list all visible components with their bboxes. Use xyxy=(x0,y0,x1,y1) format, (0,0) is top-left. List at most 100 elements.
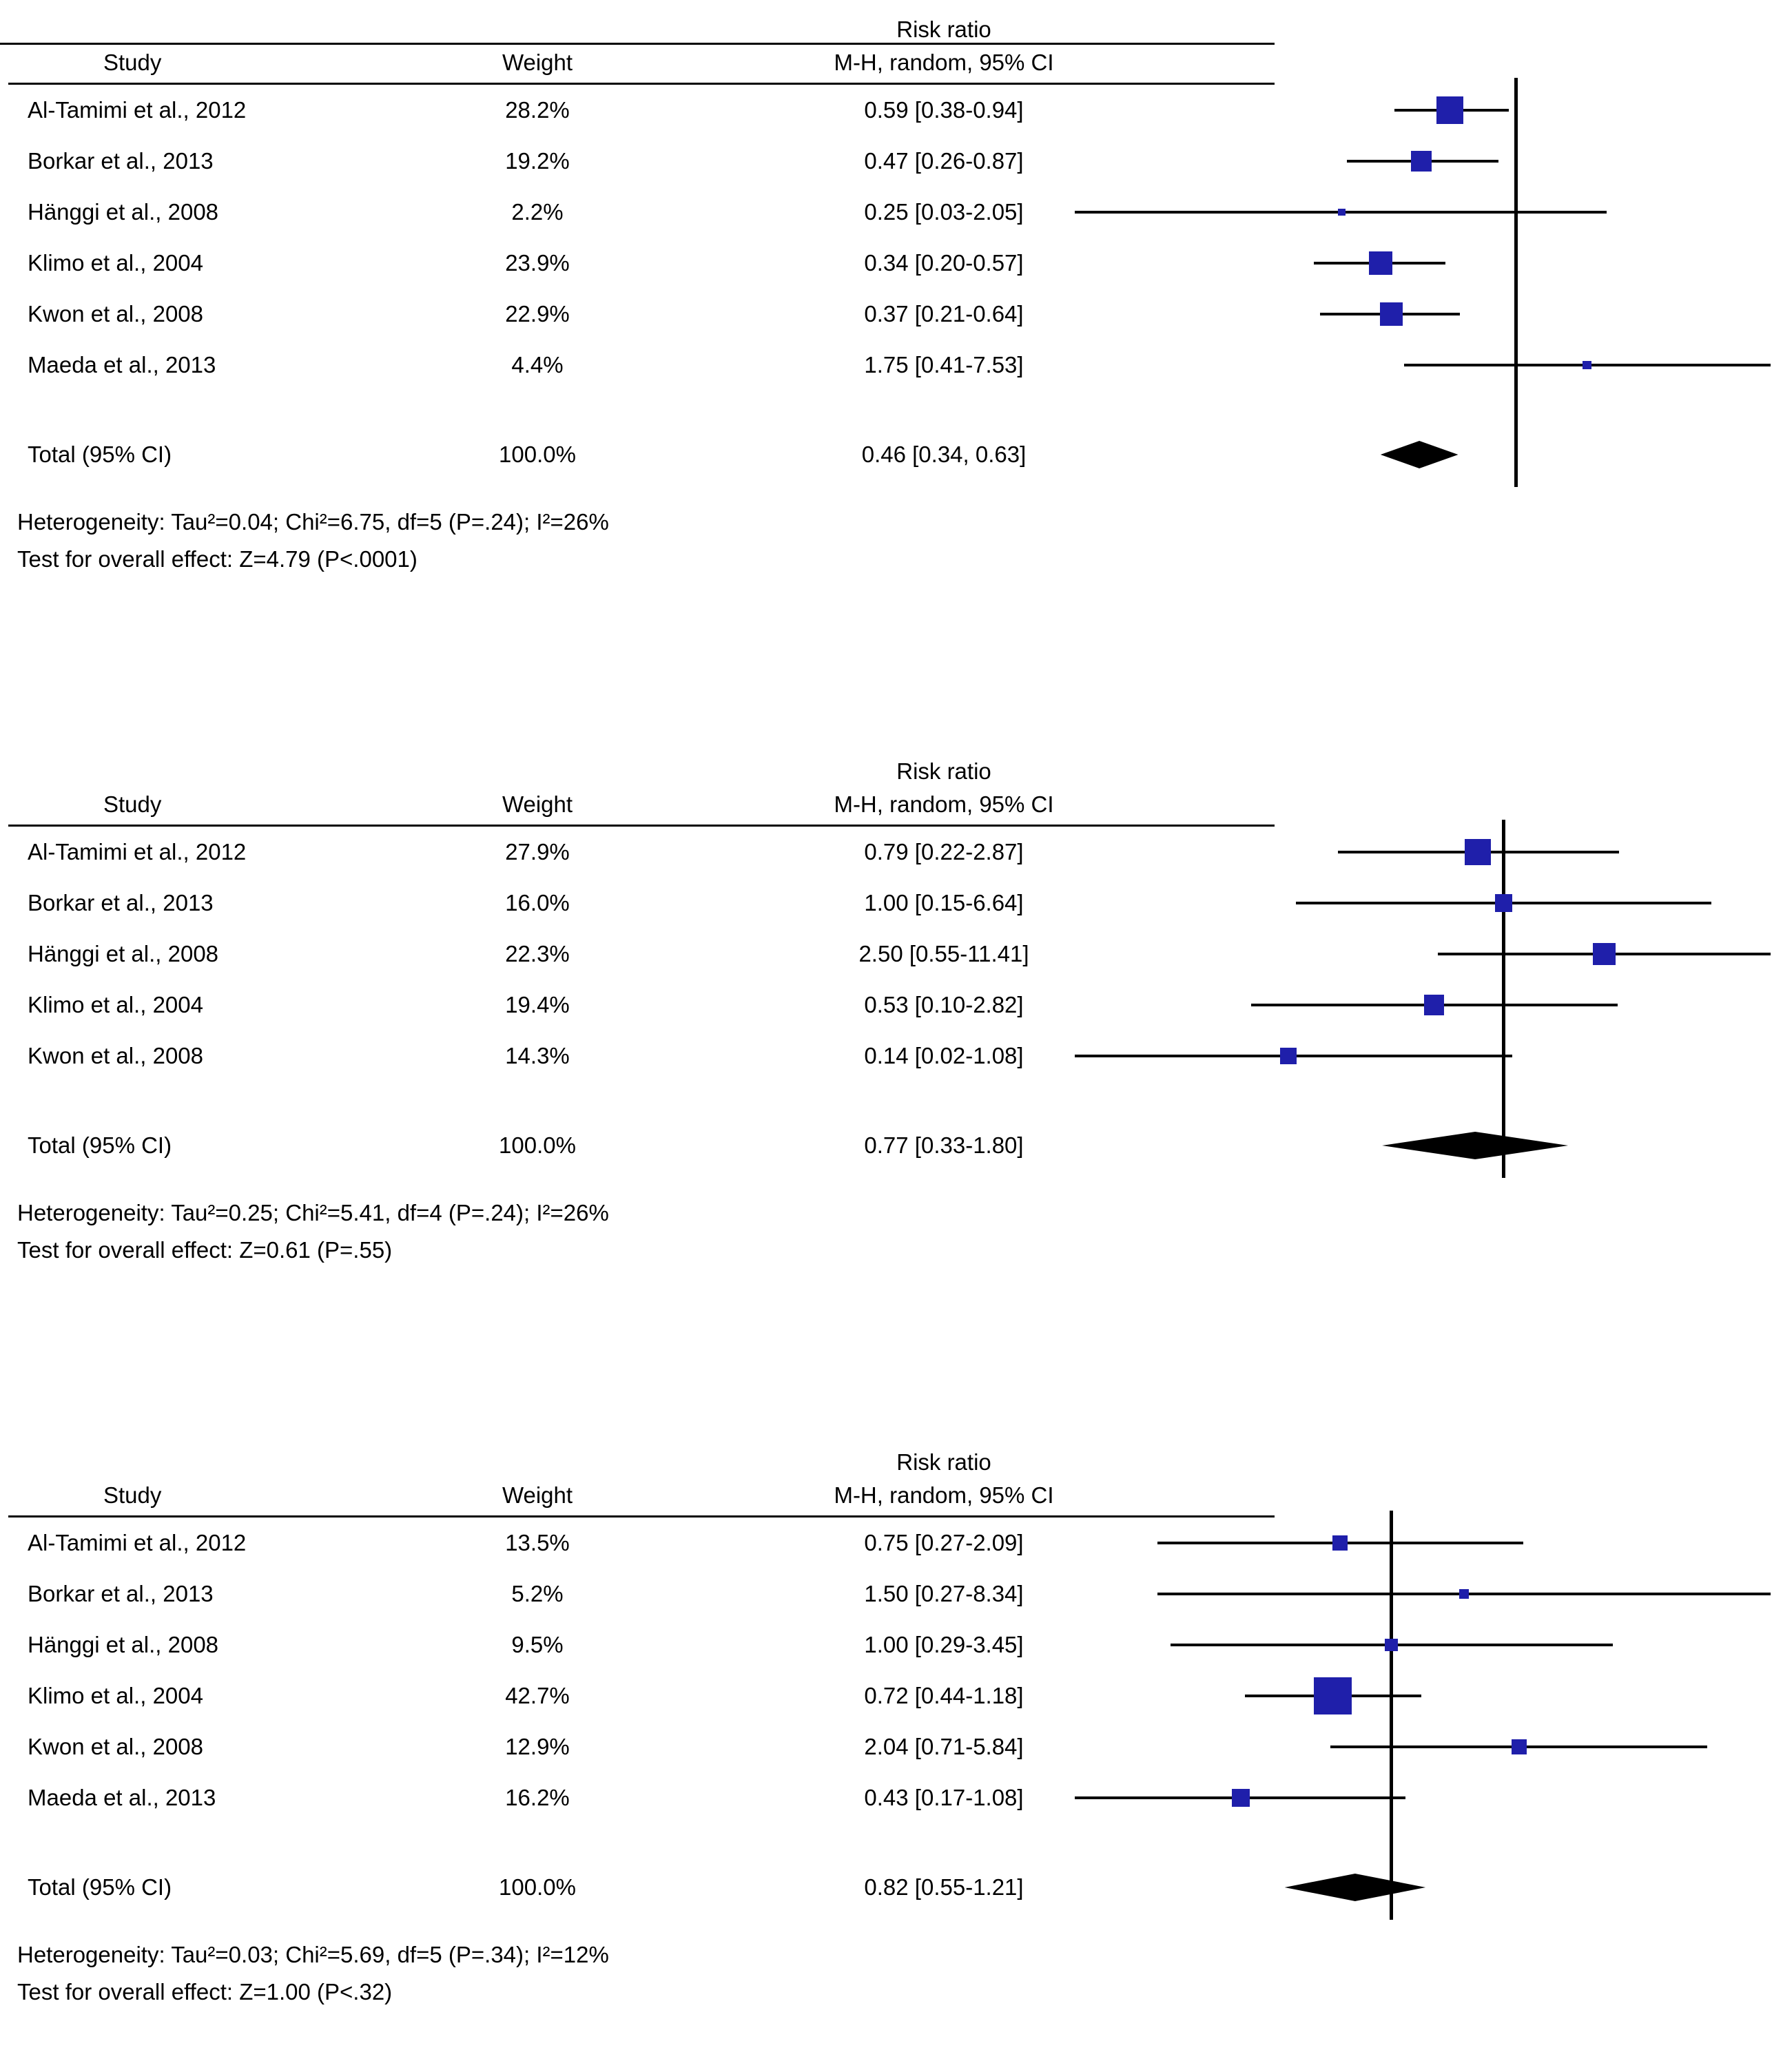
study-row: Klimo et al., 2004 42.7% 0.72 [0.44-1.18] xyxy=(0,1670,1783,1721)
forest-panel-3: Risk ratio Study Weight M-H, random, 95%… xyxy=(0,1440,1783,2011)
reference-line xyxy=(1390,1511,1394,1920)
point-estimate-square xyxy=(1459,1589,1469,1599)
study-name: Borkar et al., 2013 xyxy=(28,1581,214,1606)
study-name: Al-Tamimi et al., 2012 xyxy=(28,839,247,864)
total-risk-ratio: 0.46 [0.34, 0.63] xyxy=(861,442,1027,467)
total-row: Total (95% CI) 100.0% 0.46 [0.34, 0.63] xyxy=(0,429,1783,480)
point-estimate-square xyxy=(1593,942,1616,966)
overall-effect-text: Test for overall effect: Z=0.61 (P=.55) xyxy=(17,1237,393,1263)
point-estimate-square xyxy=(1494,894,1513,912)
study-weight: 42.7% xyxy=(505,1683,570,1708)
study-risk-ratio: 0.43 [0.17-1.08] xyxy=(864,1785,1024,1810)
study-row: Kwon et al., 2008 22.9% 0.37 [0.21-0.64] xyxy=(0,289,1783,340)
study-name: Hänggi et al., 2008 xyxy=(28,941,219,966)
point-estimate-square xyxy=(1279,1048,1297,1064)
overall-effect-text: Test for overall effect: Z=4.79 (P<.0001… xyxy=(17,546,418,572)
plot-area xyxy=(1075,1511,1771,1920)
study-risk-ratio: 0.75 [0.27-2.09] xyxy=(864,1530,1024,1555)
rr-header-line2: M-H, random, 95% CI xyxy=(834,1482,1054,1508)
study-risk-ratio: 0.53 [0.10-2.82] xyxy=(864,992,1024,1017)
total-diamond xyxy=(1284,1874,1426,1901)
study-row: Kwon et al., 2008 14.3% 0.14 [0.02-1.08] xyxy=(0,1030,1783,1081)
header-rule xyxy=(8,83,1275,85)
point-estimate-square xyxy=(1511,1739,1527,1755)
forest-plot-figure: Risk ratio Study Weight M-H, random, 95%… xyxy=(0,7,1783,2011)
study-name: Maeda et al., 2013 xyxy=(28,352,216,377)
total-label: Total (95% CI) xyxy=(28,442,172,467)
study-weight: 27.9% xyxy=(505,839,570,864)
forest-panel-2: Risk ratio Study Weight M-H, random, 95%… xyxy=(0,749,1783,1269)
study-name: Kwon et al., 2008 xyxy=(28,301,204,327)
study-row: Al-Tamimi et al., 2012 27.9% 0.79 [0.22-2.… xyxy=(0,827,1783,878)
study-name: Hänggi et al., 2008 xyxy=(28,199,219,225)
header-line-1: Risk ratio xyxy=(0,7,1783,43)
study-row: Hänggi et al., 2008 9.5% 1.00 [0.29-3.45] xyxy=(0,1619,1783,1670)
point-estimate-square xyxy=(1338,208,1346,216)
study-header: Study xyxy=(103,1482,162,1508)
study-name: Kwon et al., 2008 xyxy=(28,1734,204,1759)
reference-line xyxy=(1514,78,1518,487)
study-risk-ratio: 1.00 [0.15-6.64] xyxy=(864,890,1024,915)
heterogeneity-text: Heterogeneity: Tau²=0.04; Chi²=6.75, df=… xyxy=(17,509,609,535)
study-risk-ratio: 0.79 [0.22-2.87] xyxy=(864,839,1024,864)
overall-effect-text: Test for overall effect: Z=1.00 (P<.32) xyxy=(17,1979,393,2004)
total-diamond xyxy=(1380,441,1459,468)
reference-line xyxy=(1502,820,1506,1178)
panels-container: Risk ratio Study Weight M-H, random, 95%… xyxy=(0,7,1783,2011)
study-weight: 22.3% xyxy=(505,941,570,966)
study-weight: 2.2% xyxy=(511,199,564,225)
study-risk-ratio: 0.14 [0.02-1.08] xyxy=(864,1043,1024,1068)
rows: Al-Tamimi et al., 2012 13.5% 0.75 [0.27-2.… xyxy=(0,1517,1783,1823)
total-risk-ratio: 0.77 [0.33-1.80] xyxy=(864,1132,1024,1158)
plot-area xyxy=(1075,820,1771,1178)
study-weight: 28.2% xyxy=(505,97,570,123)
study-name: Klimo et al., 2004 xyxy=(28,992,203,1017)
study-row: Klimo et al., 2004 23.9% 0.34 [0.20-0.57] xyxy=(0,238,1783,289)
study-risk-ratio: 0.37 [0.21-0.64] xyxy=(864,301,1024,327)
point-estimate-square xyxy=(1379,302,1403,326)
point-estimate-square xyxy=(1436,96,1464,124)
study-weight: 13.5% xyxy=(505,1530,570,1555)
study-header: Study xyxy=(103,791,162,817)
point-estimate-square xyxy=(1332,1535,1348,1551)
study-weight: 4.4% xyxy=(511,352,564,377)
header-rule xyxy=(8,1515,1275,1517)
study-row: Kwon et al., 2008 12.9% 2.04 [0.71-5.84] xyxy=(0,1721,1783,1772)
total-label: Total (95% CI) xyxy=(28,1874,172,1900)
study-weight: 19.2% xyxy=(505,148,570,174)
weight-header: Weight xyxy=(502,1482,573,1508)
rr-header-line1: Risk ratio xyxy=(896,758,991,784)
study-risk-ratio: 1.00 [0.29-3.45] xyxy=(864,1632,1024,1657)
study-name: Borkar et al., 2013 xyxy=(28,148,214,174)
study-risk-ratio: 1.50 [0.27-8.34] xyxy=(864,1581,1024,1606)
total-diamond xyxy=(1382,1132,1569,1159)
point-estimate-square xyxy=(1368,251,1392,276)
study-risk-ratio: 0.34 [0.20-0.57] xyxy=(864,250,1024,276)
header-top-rule xyxy=(0,43,1275,45)
total-row: Total (95% CI) 100.0% 0.82 [0.55-1.21] xyxy=(0,1862,1783,1913)
study-name: Kwon et al., 2008 xyxy=(28,1043,204,1068)
study-name: Klimo et al., 2004 xyxy=(28,1683,203,1708)
point-estimate-square xyxy=(1464,838,1492,866)
study-name: Klimo et al., 2004 xyxy=(28,250,203,276)
study-row: Al-Tamimi et al., 2012 28.2% 0.59 [0.38-0.… xyxy=(0,85,1783,136)
study-name: Hänggi et al., 2008 xyxy=(28,1632,219,1657)
rr-header-line1: Risk ratio xyxy=(896,1449,991,1475)
study-risk-ratio: 0.47 [0.26-0.87] xyxy=(864,148,1024,174)
rows: Al-Tamimi et al., 2012 27.9% 0.79 [0.22-2.… xyxy=(0,827,1783,1081)
study-row: Borkar et al., 2013 16.0% 1.00 [0.15-6.64] xyxy=(0,878,1783,929)
header-line-1: Risk ratio xyxy=(0,1440,1783,1475)
total-label: Total (95% CI) xyxy=(28,1132,172,1158)
study-weight: 22.9% xyxy=(505,301,570,327)
study-risk-ratio: 1.75 [0.41-7.53] xyxy=(864,352,1024,377)
study-row: Al-Tamimi et al., 2012 13.5% 0.75 [0.27-2.… xyxy=(0,1517,1783,1568)
total-weight: 100.0% xyxy=(499,1132,576,1158)
study-row: Borkar et al., 2013 5.2% 1.50 [0.27-8.34] xyxy=(0,1568,1783,1619)
total-weight: 100.0% xyxy=(499,1874,576,1900)
point-estimate-square xyxy=(1582,360,1591,370)
study-name: Borkar et al., 2013 xyxy=(28,890,214,915)
study-row: Maeda et al., 2013 4.4% 1.75 [0.41-7.53] xyxy=(0,340,1783,391)
study-risk-ratio: 0.25 [0.03-2.05] xyxy=(864,199,1024,225)
study-name: Al-Tamimi et al., 2012 xyxy=(28,97,247,123)
point-estimate-square xyxy=(1423,995,1445,1015)
